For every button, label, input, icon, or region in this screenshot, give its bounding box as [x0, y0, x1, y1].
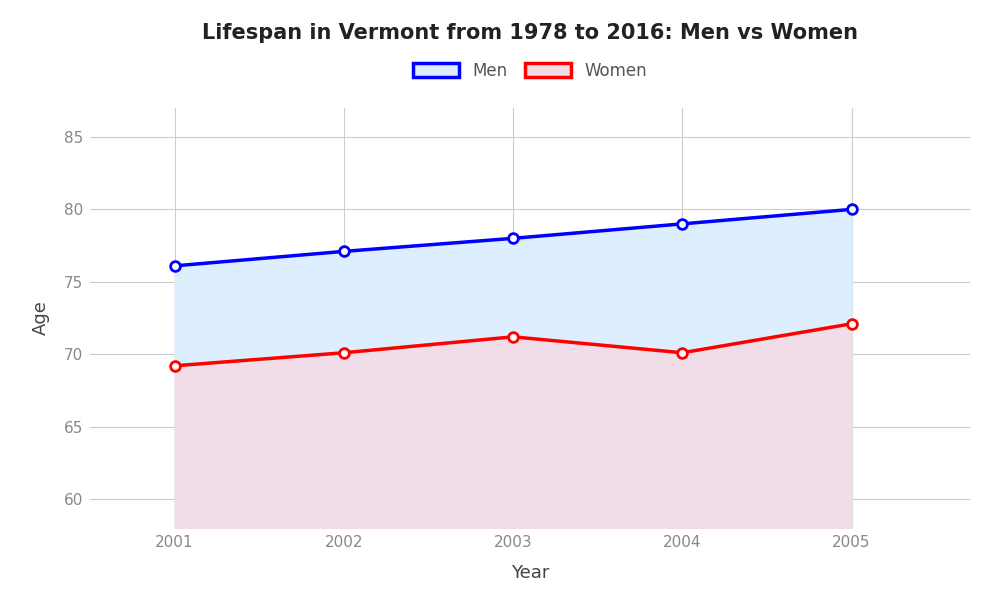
- Title: Lifespan in Vermont from 1978 to 2016: Men vs Women: Lifespan in Vermont from 1978 to 2016: M…: [202, 23, 858, 43]
- Legend: Men, Women: Men, Women: [413, 62, 647, 80]
- Y-axis label: Age: Age: [32, 301, 50, 335]
- X-axis label: Year: Year: [511, 564, 549, 582]
